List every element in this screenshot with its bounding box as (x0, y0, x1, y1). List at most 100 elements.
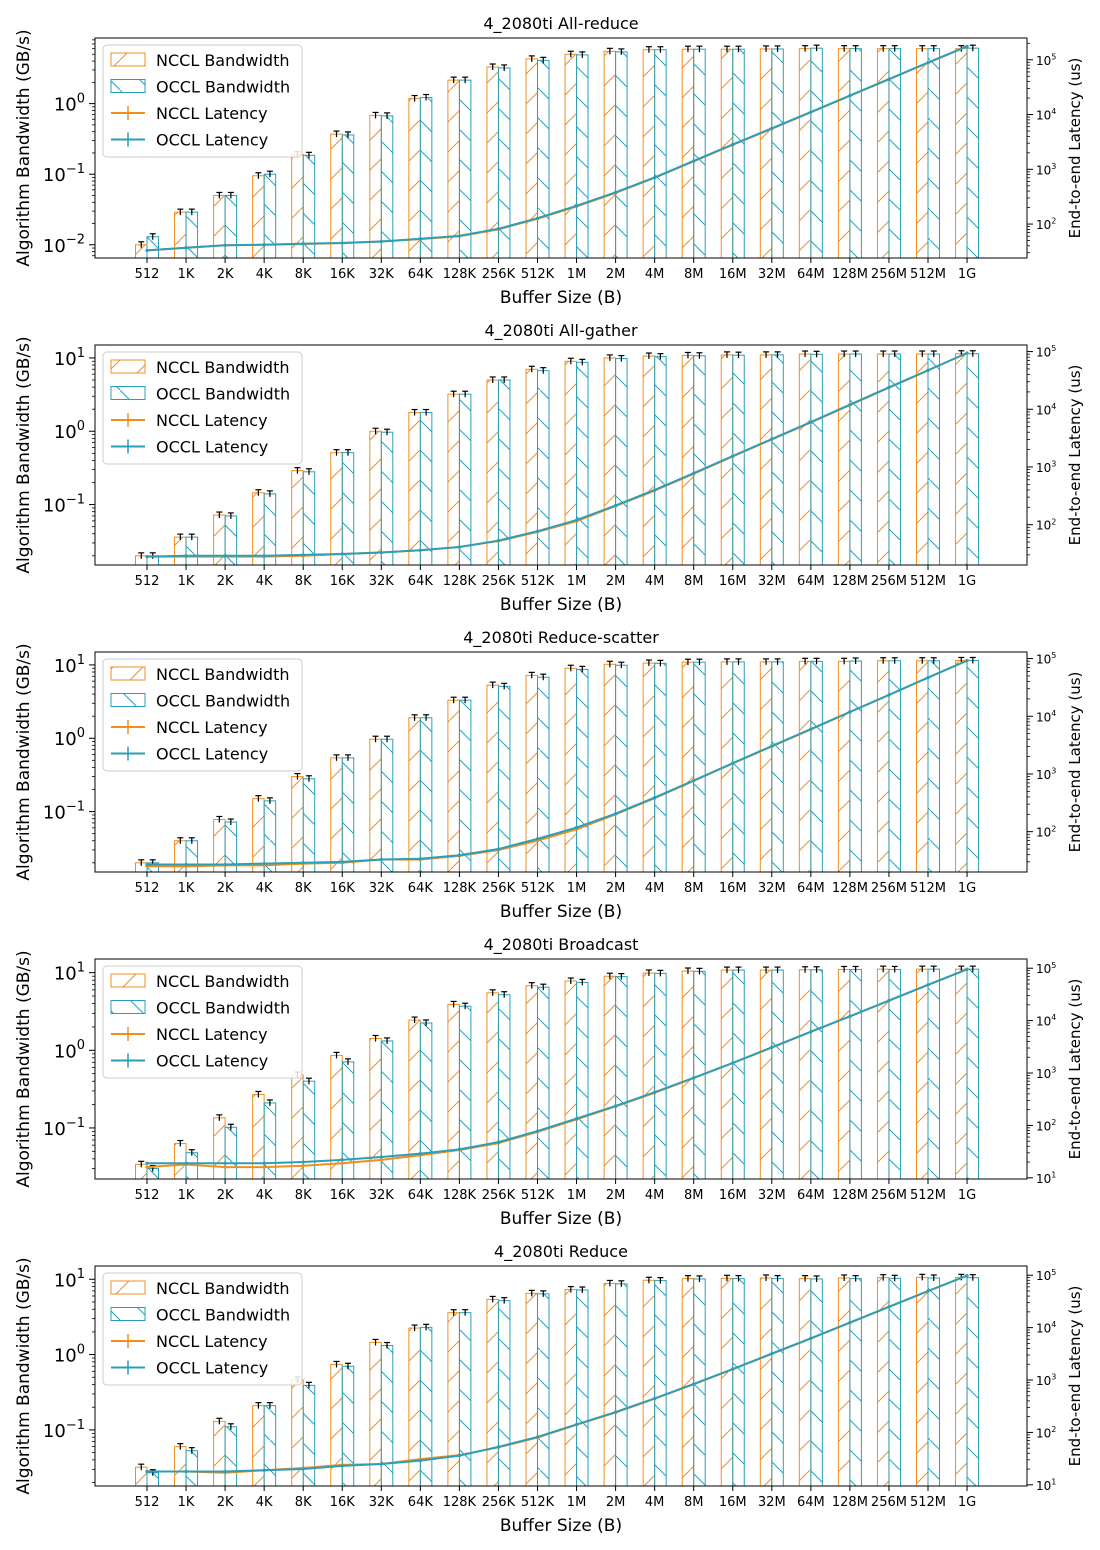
occl-latency-point (574, 1117, 579, 1121)
nccl-bandwidth-errorbar (802, 45, 809, 52)
x-tick-label: 1M (567, 267, 587, 282)
occl-bandwidth-bar (771, 661, 784, 873)
nccl-bandwidth-errorbar (528, 671, 535, 679)
occl-latency-point (535, 837, 540, 841)
x-tick-label: 1M (567, 574, 587, 589)
occl-bandwidth-bar (380, 431, 394, 566)
nccl-bandwidth-errorbar (724, 658, 730, 665)
occl-bandwidth-errorbar (188, 1447, 195, 1454)
nccl-bandwidth-errorbar (450, 1309, 457, 1316)
nccl-bandwidth-bar (642, 662, 656, 873)
legend-item: OCCL Bandwidth (110, 1306, 290, 1325)
occl-bandwidth-errorbar (188, 837, 195, 844)
occl-bandwidth-errorbar (618, 354, 625, 362)
nccl-bandwidth-errorbar (684, 45, 691, 53)
nccl-bandwidth-bar (174, 536, 187, 566)
x-tick-label: 8M (684, 574, 704, 589)
x-tick-label: 256K (482, 1495, 516, 1510)
legend-swatch (110, 1307, 146, 1321)
nccl-bandwidth-bar (837, 660, 851, 873)
occl-bandwidth-bar (537, 676, 550, 873)
y-right-axis-label: End-to-end Latency (us) (1066, 1286, 1084, 1467)
nccl-bandwidth-errorbar (684, 658, 691, 666)
y-right-axis-label: End-to-end Latency (us) (1066, 58, 1084, 239)
x-tick-label: 4M (645, 881, 665, 896)
nccl-bandwidth-bar (369, 430, 382, 566)
nccl-bandwidth-errorbar (645, 46, 652, 53)
occl-bandwidth-errorbar (423, 408, 430, 416)
nccl-bandwidth-bar (681, 354, 695, 566)
occl-latency-point (848, 1014, 852, 1018)
legend-swatch (110, 1280, 146, 1295)
occl-bandwidth-errorbar (462, 696, 469, 704)
y-tick-label: 101 (54, 346, 85, 370)
occl-bandwidth-errorbar (579, 358, 586, 366)
occl-latency-point (535, 216, 540, 220)
legend-label: NCCL Bandwidth (156, 665, 290, 684)
occl-latency-point (496, 1140, 501, 1144)
nccl-bandwidth-errorbar (606, 354, 613, 361)
x-tick-label: 256K (482, 1188, 516, 1203)
nccl-bandwidth-errorbar (841, 657, 848, 665)
nccl-bandwidth-bar (759, 969, 773, 1180)
nccl-bandwidth-errorbar (333, 1051, 340, 1059)
x-tick-label: 2M (606, 574, 626, 589)
occl-latency-point (418, 548, 422, 552)
occl-latency-point (614, 503, 618, 508)
y-right-tick-label: 104 (1036, 1013, 1056, 1028)
nccl-bandwidth-bar (798, 1278, 812, 1487)
x-tick-label: 512 (135, 267, 160, 282)
occl-bandwidth-errorbar (423, 93, 430, 101)
occl-bandwidth-bar (810, 660, 823, 873)
x-tick-label: 512K (521, 267, 555, 282)
occl-latency-point (965, 967, 969, 971)
x-axis-label: Buffer Size (B) (500, 1516, 622, 1536)
nccl-bandwidth-bar (603, 50, 617, 259)
occl-bandwidth-errorbar (384, 428, 391, 436)
occl-bandwidth-errorbar (813, 966, 820, 973)
occl-latency-point (614, 812, 618, 816)
x-tick-label: 32K (369, 574, 395, 589)
nccl-bandwidth-errorbar (216, 815, 223, 823)
occl-bandwidth-errorbar (891, 350, 898, 358)
occl-bandwidth-bar (263, 493, 277, 566)
legend-swatch (110, 693, 146, 707)
x-tick-label: 4K (256, 267, 273, 282)
x-tick-label: 8M (684, 1188, 704, 1203)
nccl-latency-point (262, 1165, 266, 1169)
x-tick-label: 2M (606, 881, 626, 896)
occl-bandwidth-errorbar (774, 966, 781, 974)
occl-latency-point (692, 159, 696, 163)
occl-bandwidth-bar (771, 354, 784, 566)
chart-panel: 4_2080ti Reduce 10−1 100 101 101 102 103 104 105… (14, 1242, 1084, 1536)
occl-latency-point (887, 385, 891, 389)
occl-bandwidth-errorbar (774, 351, 781, 358)
legend-item: OCCL Latency (111, 1359, 268, 1378)
occl-bandwidth-errorbar (852, 1275, 859, 1282)
occl-latency-point (145, 862, 149, 867)
nccl-bandwidth-errorbar (567, 357, 574, 365)
occl-latency-point (145, 1469, 149, 1474)
occl-latency-point (418, 237, 422, 241)
occl-latency-point (496, 1445, 501, 1449)
occl-bandwidth-errorbar (657, 659, 664, 667)
nccl-bandwidth-bar (291, 470, 304, 566)
nccl-bandwidth-errorbar (177, 837, 184, 844)
y-right-axis-label: End-to-end Latency (us) (1066, 979, 1084, 1160)
occl-latency-point (692, 778, 696, 783)
occl-bandwidth-errorbar (266, 490, 273, 497)
occl-bandwidth-bar (927, 353, 940, 566)
occl-bandwidth-errorbar (852, 965, 859, 973)
legend-label: OCCL Bandwidth (156, 1306, 290, 1325)
occl-bandwidth-errorbar (774, 1275, 781, 1282)
x-tick-label: 16M (719, 574, 747, 589)
occl-bandwidth-errorbar (188, 533, 195, 541)
x-tick-label: 1G (958, 1495, 976, 1510)
occl-latency-point (926, 983, 930, 987)
occl-latency-point (926, 1289, 930, 1293)
y-axis-label: Algorithm Bandwidth (GB/s) (14, 950, 34, 1187)
legend-label: OCCL Latency (156, 1052, 268, 1071)
x-tick-label: 32M (758, 1188, 786, 1203)
y-right-tick-label: 105 (1036, 651, 1056, 666)
legend-label: NCCL Bandwidth (156, 972, 290, 991)
